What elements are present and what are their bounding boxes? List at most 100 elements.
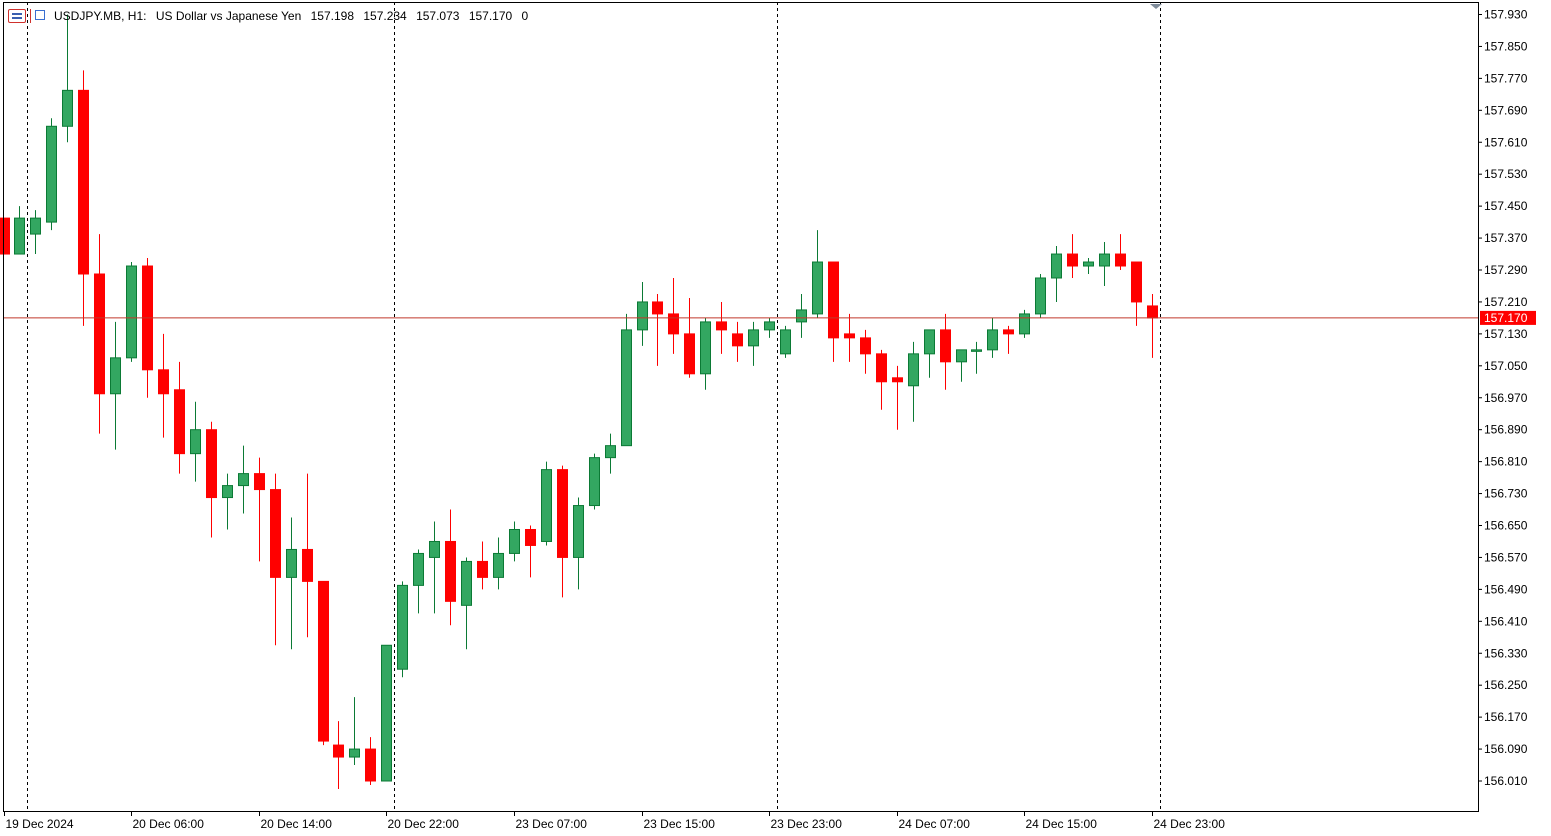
candle <box>126 262 137 362</box>
candle <box>1019 309 1030 338</box>
bear-candle-body <box>684 333 695 375</box>
price-tick-label: 157.290 <box>1484 263 1528 277</box>
candle <box>445 509 456 626</box>
candle <box>110 321 121 450</box>
close-value: 157.170 <box>468 9 513 23</box>
time-tick-label: 24 Dec 23:00 <box>1154 817 1226 831</box>
bear-candle-body <box>270 489 281 578</box>
bear-candle-body <box>318 580 329 742</box>
time-tick-label: 23 Dec 15:00 <box>644 817 716 831</box>
bull-candle-body <box>349 748 360 758</box>
candle <box>429 521 440 614</box>
bull-candle-body <box>748 329 759 347</box>
candle <box>1067 234 1078 278</box>
bull-candle-body <box>397 584 408 670</box>
price-tick-label: 157.450 <box>1484 199 1528 213</box>
candle <box>940 313 951 390</box>
candle <box>860 329 871 374</box>
candle <box>190 401 201 482</box>
bull-candle-body <box>381 644 392 782</box>
candle <box>621 313 632 447</box>
symbol-description: US Dollar vs Japanese Yen <box>155 9 302 23</box>
candle <box>78 70 89 326</box>
candle <box>0 217 10 255</box>
volume-value: 0 <box>521 9 529 23</box>
bull-candle-body <box>1083 261 1094 267</box>
current-price-label-group: 157.170 <box>1480 310 1536 325</box>
candle <box>30 210 41 255</box>
price-tick-label: 156.250 <box>1484 678 1528 692</box>
time-tick-label: 24 Dec 07:00 <box>899 817 971 831</box>
bear-candle-body <box>716 321 727 331</box>
bear-candle-body <box>333 744 344 758</box>
candle <box>14 206 25 255</box>
bull-candle-body <box>780 329 791 355</box>
candle <box>365 737 376 785</box>
candle <box>333 721 344 789</box>
bull-candle-body <box>908 353 919 387</box>
price-tick-label: 157.130 <box>1484 327 1528 341</box>
bull-candle-body <box>190 429 201 455</box>
bear-candle-body <box>1067 253 1078 267</box>
candle <box>780 325 791 358</box>
bull-candle-body <box>286 548 297 578</box>
candle <box>589 453 600 510</box>
day-separators <box>27 2 1161 811</box>
bear-candle-body <box>892 377 903 383</box>
price-tick-label: 156.810 <box>1484 455 1528 469</box>
candle <box>748 321 759 366</box>
bull-candle-body <box>924 329 935 355</box>
time-axis[interactable]: 19 Dec 2024 20 Dec 06:00 20 Dec 14:00 20 De… <box>4 811 1226 831</box>
candle <box>573 497 584 590</box>
chart-shift-marker-icon[interactable] <box>1150 4 1162 9</box>
bear-candle-body <box>445 540 456 602</box>
bear-candle-body <box>1131 261 1142 303</box>
time-tick-label: 23 Dec 07:00 <box>516 817 588 831</box>
indicators-icon[interactable] <box>30 9 48 23</box>
bear-candle-body <box>254 473 265 491</box>
bull-candle-body <box>429 540 440 558</box>
bull-candle-body <box>46 125 57 223</box>
candle <box>62 14 73 143</box>
price-tick-label: 156.410 <box>1484 614 1528 628</box>
bull-candle-body <box>1051 253 1062 279</box>
candle <box>158 333 169 438</box>
price-axis[interactable]: 157.930 157.850 157.770 157.690 157.610 157.5… <box>1478 8 1528 789</box>
bull-candle-body <box>621 329 632 447</box>
bear-candle-body <box>174 389 185 455</box>
price-tick-label: 157.850 <box>1484 39 1528 53</box>
time-tick-label: 20 Dec 14:00 <box>261 817 333 831</box>
bear-candle-body <box>158 369 169 395</box>
bear-candle-body <box>828 261 839 339</box>
high-value: 157.234 <box>363 9 407 23</box>
current-price-label: 157.170 <box>1484 311 1528 325</box>
candle <box>637 281 648 346</box>
candle <box>477 541 488 590</box>
bull-candle-body <box>605 445 616 459</box>
price-tick-label: 157.370 <box>1484 231 1528 245</box>
candle <box>1131 261 1142 326</box>
bull-candle-body <box>796 309 807 323</box>
candle <box>1099 242 1110 286</box>
time-tick-label: 24 Dec 15:00 <box>1026 817 1098 831</box>
bear-candle-body <box>1115 253 1126 267</box>
chart-frame <box>3 2 1479 812</box>
bull-candle-body <box>637 301 648 331</box>
bull-candle-body <box>126 265 137 359</box>
price-tick-label: 157.690 <box>1484 103 1528 117</box>
candle <box>381 644 392 782</box>
candle <box>222 473 233 530</box>
bear-candle-body <box>844 333 855 339</box>
quick-list-icon[interactable] <box>8 9 26 23</box>
price-tick-label: 156.170 <box>1484 710 1528 724</box>
bull-candle-body <box>30 217 41 235</box>
bull-candle-body <box>1019 313 1030 335</box>
candle <box>764 317 775 338</box>
bear-candle-body <box>940 329 951 363</box>
candle <box>652 293 663 366</box>
candle <box>828 261 839 362</box>
price-tick-label: 157.530 <box>1484 167 1528 181</box>
price-tick-label: 156.890 <box>1484 423 1528 437</box>
bull-candle-body <box>573 505 584 558</box>
